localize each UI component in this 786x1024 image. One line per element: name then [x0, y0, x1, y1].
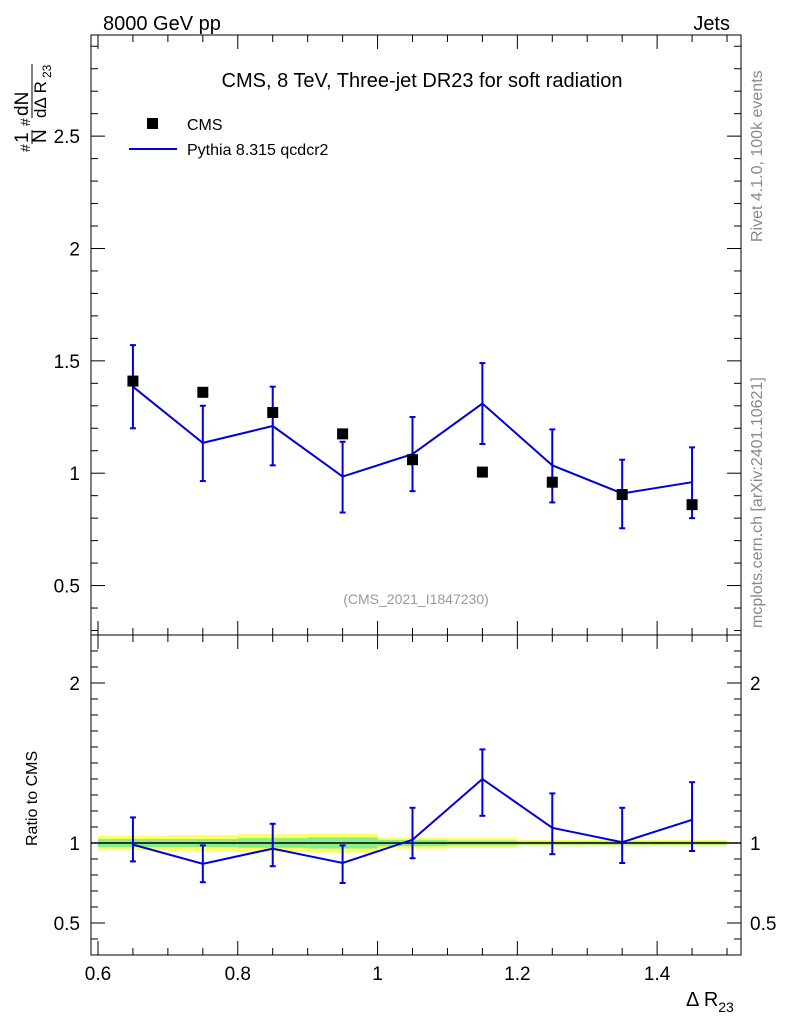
- header-left: 8000 GeV pp: [103, 13, 221, 35]
- cms-data-point: [686, 499, 698, 511]
- cms-data-point: [127, 375, 139, 387]
- ratio-ylabel: Ratio to CMS: [24, 751, 41, 846]
- main-ytick-label: 2: [69, 239, 80, 260]
- cms-data-point: [337, 428, 349, 440]
- cms-data-point: [616, 489, 628, 501]
- side-version-label: Rivet 4.1.0, 100k events: [749, 70, 766, 242]
- ratio-xtick-label: 1: [372, 964, 383, 985]
- main-axis-ticks: 0.5 1 1.5 2 2.5: [54, 35, 741, 635]
- main-panel: 0.5 1 1.5 2 2.5 CMS, 8 TeV, Three-jet DR23 f…: [12, 34, 742, 636]
- ratio-ytick-label-right: 2: [750, 674, 761, 695]
- cms-data-point: [197, 386, 209, 398]
- ratio-ytick-label: 0.5: [54, 914, 80, 935]
- svg-text:#1N#dNdΔ R23: #1N#dNdΔ R23: [12, 64, 54, 152]
- ratio-panel: 0.5 0.5 1 1 2 2 0.6 0.8 1 1.2 1.4 Ratio to CMS Δ R…: [24, 634, 776, 1015]
- ratio-frame: [90, 634, 742, 956]
- ratio-ytick-label-right: 0.5: [750, 914, 776, 935]
- ratio-ytick-label: 1: [69, 834, 80, 855]
- legend-cms-label: CMS: [187, 117, 223, 134]
- ratio-xtick-label: 0.6: [85, 964, 111, 985]
- cms-data-point: [546, 476, 558, 488]
- analysis-id-label: (CMS_2021_I1847230): [343, 591, 489, 607]
- ratio-xtick-label: 1.2: [504, 964, 530, 985]
- cms-data-point: [407, 454, 419, 466]
- ratio-ytick-label-right: 1: [750, 834, 761, 855]
- legend-pythia-label: Pythia 8.315 qcdcr2: [187, 142, 329, 159]
- main-ytick-label: 1: [69, 464, 80, 485]
- header-right: Jets: [693, 13, 730, 35]
- main-ytick-label: 2.5: [54, 127, 80, 148]
- main-ytick-label: 0.5: [54, 577, 80, 598]
- cms-data-point: [267, 407, 279, 419]
- chart-title: CMS, 8 TeV, Three-jet DR23 for soft radi…: [222, 70, 623, 92]
- main-ylabel: #1N#dNdΔ R23: [12, 64, 54, 152]
- side-source-label: mcplots.cern.ch [arXiv:2401.10621]: [749, 377, 766, 628]
- ratio-axis-ticks: 0.5 0.5 1 1 2 2 0.6 0.8 1 1.2 1.4: [54, 635, 776, 985]
- ratio-series: [129, 748, 696, 884]
- main-ytick-label: 1.5: [54, 352, 80, 373]
- main-series: [127, 344, 698, 530]
- ratio-ytick-label: 2: [69, 674, 80, 695]
- cms-data-point: [476, 466, 488, 478]
- ratio-xtick-label: 1.4: [644, 964, 671, 985]
- legend-cms-marker: [147, 118, 158, 129]
- ratio-xlabel: Δ R23: [686, 989, 734, 1015]
- ratio-xtick-label: 0.8: [225, 964, 251, 985]
